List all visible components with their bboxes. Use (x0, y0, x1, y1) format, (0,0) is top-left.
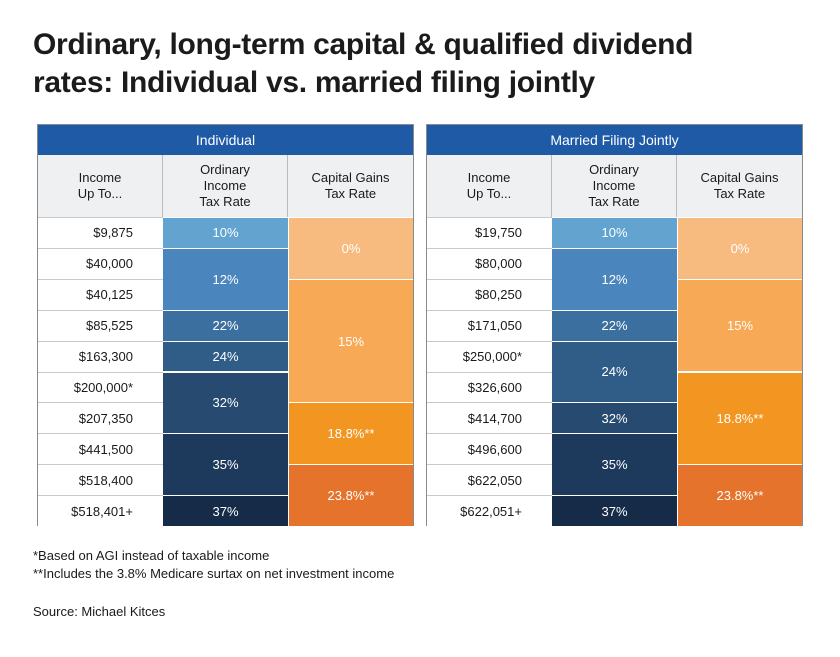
capital-gains-rate-band: 23.8%** (677, 464, 802, 526)
individual-table: Individual Income Up To... Ordinary Inco… (37, 124, 414, 526)
individual-table-header: Individual (38, 125, 413, 155)
ordinary-rate-band: 24% (552, 340, 677, 403)
income-threshold-cell: $622,051+ (427, 495, 552, 526)
capital-gains-rate-band: 0% (677, 217, 802, 279)
capital-gains-rate-band: 15% (288, 278, 413, 403)
ordinary-rate-band: 32% (163, 371, 288, 434)
income-threshold-cell: $441,500 (38, 433, 163, 465)
ordinary-rate-band: 22% (552, 309, 677, 341)
income-threshold-cell: $250,000* (427, 340, 552, 372)
footnote-agi: *Based on AGI instead of taxable income (33, 548, 270, 563)
ordinary-rate-column-header: Ordinary Income Tax Rate (552, 155, 677, 217)
chart-title: Ordinary, long-term capital & qualified … (33, 26, 823, 102)
ordinary-rate-band: 37% (552, 495, 677, 526)
income-threshold-cell: $207,350 (38, 402, 163, 434)
footnote-medicare: **Includes the 3.8% Medicare surtax on n… (33, 566, 395, 581)
capital-gains-rate-band: 15% (677, 278, 802, 372)
capital-gains-rate-band: 18.8%** (677, 371, 802, 465)
capital-gains-rate-band: 23.8%** (288, 464, 413, 526)
income-threshold-cell: $496,600 (427, 433, 552, 465)
ordinary-rate-band: 32% (552, 402, 677, 434)
income-threshold-cell: $171,050 (427, 309, 552, 341)
ordinary-rate-band: 35% (552, 433, 677, 496)
ordinary-rate-band: 24% (163, 340, 288, 372)
income-threshold-cell: $518,401+ (38, 495, 163, 526)
ordinary-rate-band: 10% (163, 217, 288, 248)
income-threshold-cell: $40,125 (38, 278, 163, 310)
income-threshold-cell: $19,750 (427, 217, 552, 248)
title-line-2: rates: Individual vs. married filing joi… (33, 66, 595, 99)
income-threshold-cell: $9,875 (38, 217, 163, 248)
income-threshold-cell: $163,300 (38, 340, 163, 372)
ordinary-rate-column-header: Ordinary Income Tax Rate (163, 155, 288, 217)
capital-gains-rate-band: 18.8%** (288, 402, 413, 465)
capital-gains-rate-band: 0% (288, 217, 413, 279)
source-note: Source: Michael Kitces (33, 604, 166, 619)
title-line-1: Ordinary, long-term capital & qualified … (33, 28, 694, 61)
income-threshold-cell: $80,000 (427, 247, 552, 279)
income-threshold-cell: $622,050 (427, 464, 552, 496)
income-column-header: Income Up To... (427, 155, 552, 217)
capital-gains-column-header: Capital Gains Tax Rate (288, 155, 413, 217)
ordinary-rate-band: 12% (552, 247, 677, 310)
capital-gains-column-header: Capital Gains Tax Rate (677, 155, 802, 217)
married-table: Married Filing Jointly Income Up To... O… (426, 124, 803, 526)
married-table-header: Married Filing Jointly (427, 125, 802, 155)
income-threshold-cell: $518,400 (38, 464, 163, 496)
income-threshold-cell: $200,000* (38, 371, 163, 403)
income-column-header: Income Up To... (38, 155, 163, 217)
ordinary-rate-band: 10% (552, 217, 677, 248)
ordinary-rate-band: 12% (163, 247, 288, 310)
ordinary-rate-band: 35% (163, 433, 288, 496)
income-threshold-cell: $414,700 (427, 402, 552, 434)
ordinary-rate-band: 37% (163, 495, 288, 526)
ordinary-rate-band: 22% (163, 309, 288, 341)
income-threshold-cell: $80,250 (427, 278, 552, 310)
income-threshold-cell: $326,600 (427, 371, 552, 403)
income-threshold-cell: $85,525 (38, 309, 163, 341)
income-threshold-cell: $40,000 (38, 247, 163, 279)
